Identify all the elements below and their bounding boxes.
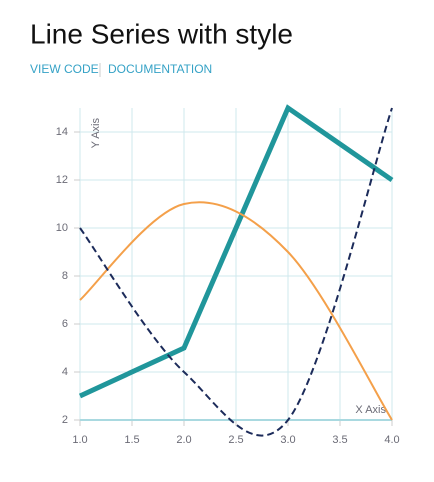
y-tick-label: 14	[56, 126, 68, 138]
x-tick-label: 3.0	[280, 434, 295, 446]
page-title: Line Series with style	[30, 18, 293, 49]
x-tick-label: 2.5	[228, 434, 243, 446]
line-series	[78, 104, 394, 399]
y-tick-label: 2	[62, 414, 68, 426]
y-tick-label: 4	[62, 366, 68, 378]
y-tick-label: 6	[62, 318, 68, 330]
y-axis-title: Y Axis	[90, 118, 102, 149]
x-tick-label: 2.0	[176, 434, 191, 446]
line-series	[79, 107, 393, 437]
x-axis-title: X Axis	[355, 404, 386, 416]
view-code-link[interactable]: VIEW CODE	[30, 62, 99, 76]
line-series	[79, 201, 393, 421]
x-tick-label: 4.0	[384, 434, 399, 446]
documentation-link[interactable]: DOCUMENTATION	[108, 62, 212, 76]
y-tick-label: 8	[62, 270, 68, 282]
x-tick-label: 3.5	[332, 434, 347, 446]
y-tick-label: 10	[56, 222, 68, 234]
x-tick-label: 1.0	[72, 434, 87, 446]
y-tick-label: 12	[56, 174, 68, 186]
x-tick-label: 1.5	[124, 434, 139, 446]
